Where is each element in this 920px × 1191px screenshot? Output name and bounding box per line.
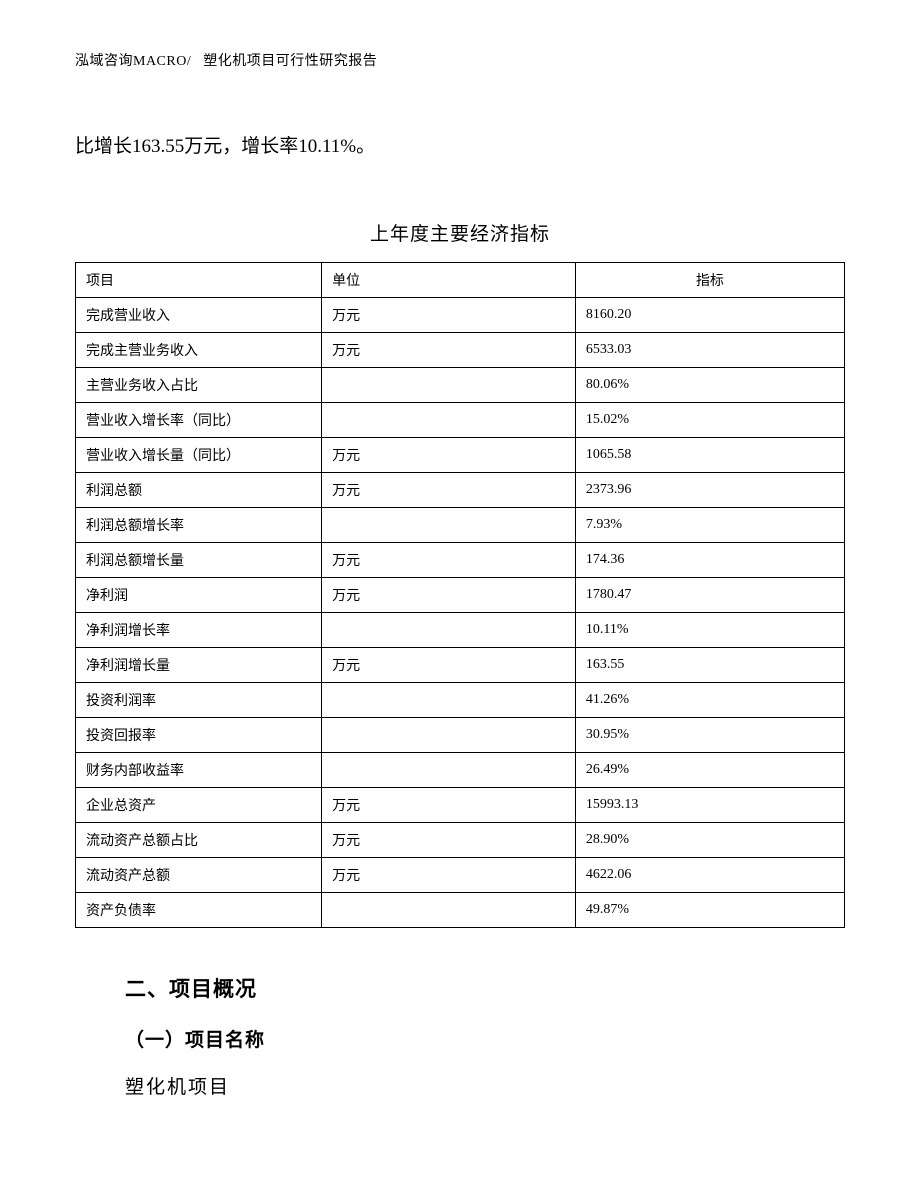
table-row: 投资回报率 30.95% [76, 718, 845, 753]
cell-item: 利润总额增长率 [76, 508, 322, 543]
cell-item: 财务内部收益率 [76, 753, 322, 788]
table-row: 资产负债率 49.87% [76, 893, 845, 928]
table-header-unit: 单位 [322, 263, 576, 298]
table-header-value: 指标 [575, 263, 844, 298]
cell-item: 利润总额增长量 [76, 543, 322, 578]
section-heading: 二、项目概况 [125, 973, 845, 1003]
cell-value: 30.95% [575, 718, 844, 753]
cell-item: 主营业务收入占比 [76, 368, 322, 403]
cell-item: 营业收入增长量（同比） [76, 438, 322, 473]
cell-value: 28.90% [575, 823, 844, 858]
cell-value: 7.93% [575, 508, 844, 543]
table-row: 主营业务收入占比 80.06% [76, 368, 845, 403]
table-row: 营业收入增长率（同比） 15.02% [76, 403, 845, 438]
intro-paragraph: 比增长163.55万元，增长率10.11%。 [75, 130, 845, 164]
economic-indicators-table: 项目 单位 指标 完成营业收入万元8160.20 完成主营业务收入万元6533.… [75, 262, 845, 928]
table-body: 完成营业收入万元8160.20 完成主营业务收入万元6533.03 主营业务收入… [76, 298, 845, 928]
cell-item: 流动资产总额 [76, 858, 322, 893]
cell-value: 1065.58 [575, 438, 844, 473]
cell-unit: 万元 [322, 858, 576, 893]
cell-item: 流动资产总额占比 [76, 823, 322, 858]
table-row: 企业总资产万元15993.13 [76, 788, 845, 823]
cell-unit [322, 753, 576, 788]
cell-item: 净利润增长量 [76, 648, 322, 683]
table-row: 净利润万元1780.47 [76, 578, 845, 613]
table-row: 利润总额增长量万元174.36 [76, 543, 845, 578]
table-row: 流动资产总额占比万元28.90% [76, 823, 845, 858]
cell-unit: 万元 [322, 333, 576, 368]
table-row: 利润总额万元2373.96 [76, 473, 845, 508]
table-row: 净利润增长量万元163.55 [76, 648, 845, 683]
table-row: 流动资产总额万元4622.06 [76, 858, 845, 893]
subsection-heading: （一）项目名称 [125, 1025, 845, 1052]
cell-unit [322, 683, 576, 718]
cell-unit: 万元 [322, 823, 576, 858]
cell-item: 利润总额 [76, 473, 322, 508]
cell-unit: 万元 [322, 648, 576, 683]
cell-item: 净利润 [76, 578, 322, 613]
body-text: 塑化机项目 [125, 1072, 845, 1099]
table-title: 上年度主要经济指标 [75, 219, 845, 246]
header-company: 泓域咨询MACRO/ [75, 54, 191, 69]
cell-value: 41.26% [575, 683, 844, 718]
cell-value: 10.11% [575, 613, 844, 648]
cell-item: 完成主营业务收入 [76, 333, 322, 368]
cell-unit: 万元 [322, 438, 576, 473]
cell-value: 49.87% [575, 893, 844, 928]
cell-unit: 万元 [322, 473, 576, 508]
cell-value: 15993.13 [575, 788, 844, 823]
table-row: 营业收入增长量（同比）万元1065.58 [76, 438, 845, 473]
cell-value: 2373.96 [575, 473, 844, 508]
cell-item: 营业收入增长率（同比） [76, 403, 322, 438]
cell-unit: 万元 [322, 578, 576, 613]
page-header: 泓域咨询MACRO/ 塑化机项目可行性研究报告 [75, 50, 845, 70]
table-row: 利润总额增长率 7.93% [76, 508, 845, 543]
cell-unit [322, 718, 576, 753]
cell-item: 企业总资产 [76, 788, 322, 823]
cell-value: 1780.47 [575, 578, 844, 613]
cell-unit [322, 368, 576, 403]
header-report-title: 塑化机项目可行性研究报告 [203, 54, 377, 69]
cell-unit: 万元 [322, 543, 576, 578]
cell-unit: 万元 [322, 298, 576, 333]
cell-value: 26.49% [575, 753, 844, 788]
cell-unit [322, 403, 576, 438]
cell-value: 6533.03 [575, 333, 844, 368]
cell-value: 163.55 [575, 648, 844, 683]
cell-unit [322, 613, 576, 648]
cell-value: 174.36 [575, 543, 844, 578]
table-header-item: 项目 [76, 263, 322, 298]
cell-unit [322, 893, 576, 928]
cell-value: 4622.06 [575, 858, 844, 893]
cell-item: 投资利润率 [76, 683, 322, 718]
cell-item: 完成营业收入 [76, 298, 322, 333]
table-header-row: 项目 单位 指标 [76, 263, 845, 298]
table-row: 完成营业收入万元8160.20 [76, 298, 845, 333]
table-row: 完成主营业务收入万元6533.03 [76, 333, 845, 368]
table-row: 财务内部收益率 26.49% [76, 753, 845, 788]
cell-value: 80.06% [575, 368, 844, 403]
cell-item: 净利润增长率 [76, 613, 322, 648]
cell-value: 8160.20 [575, 298, 844, 333]
cell-item: 投资回报率 [76, 718, 322, 753]
cell-item: 资产负债率 [76, 893, 322, 928]
table-row: 净利润增长率 10.11% [76, 613, 845, 648]
table-row: 投资利润率 41.26% [76, 683, 845, 718]
cell-unit: 万元 [322, 788, 576, 823]
cell-unit [322, 508, 576, 543]
cell-value: 15.02% [575, 403, 844, 438]
